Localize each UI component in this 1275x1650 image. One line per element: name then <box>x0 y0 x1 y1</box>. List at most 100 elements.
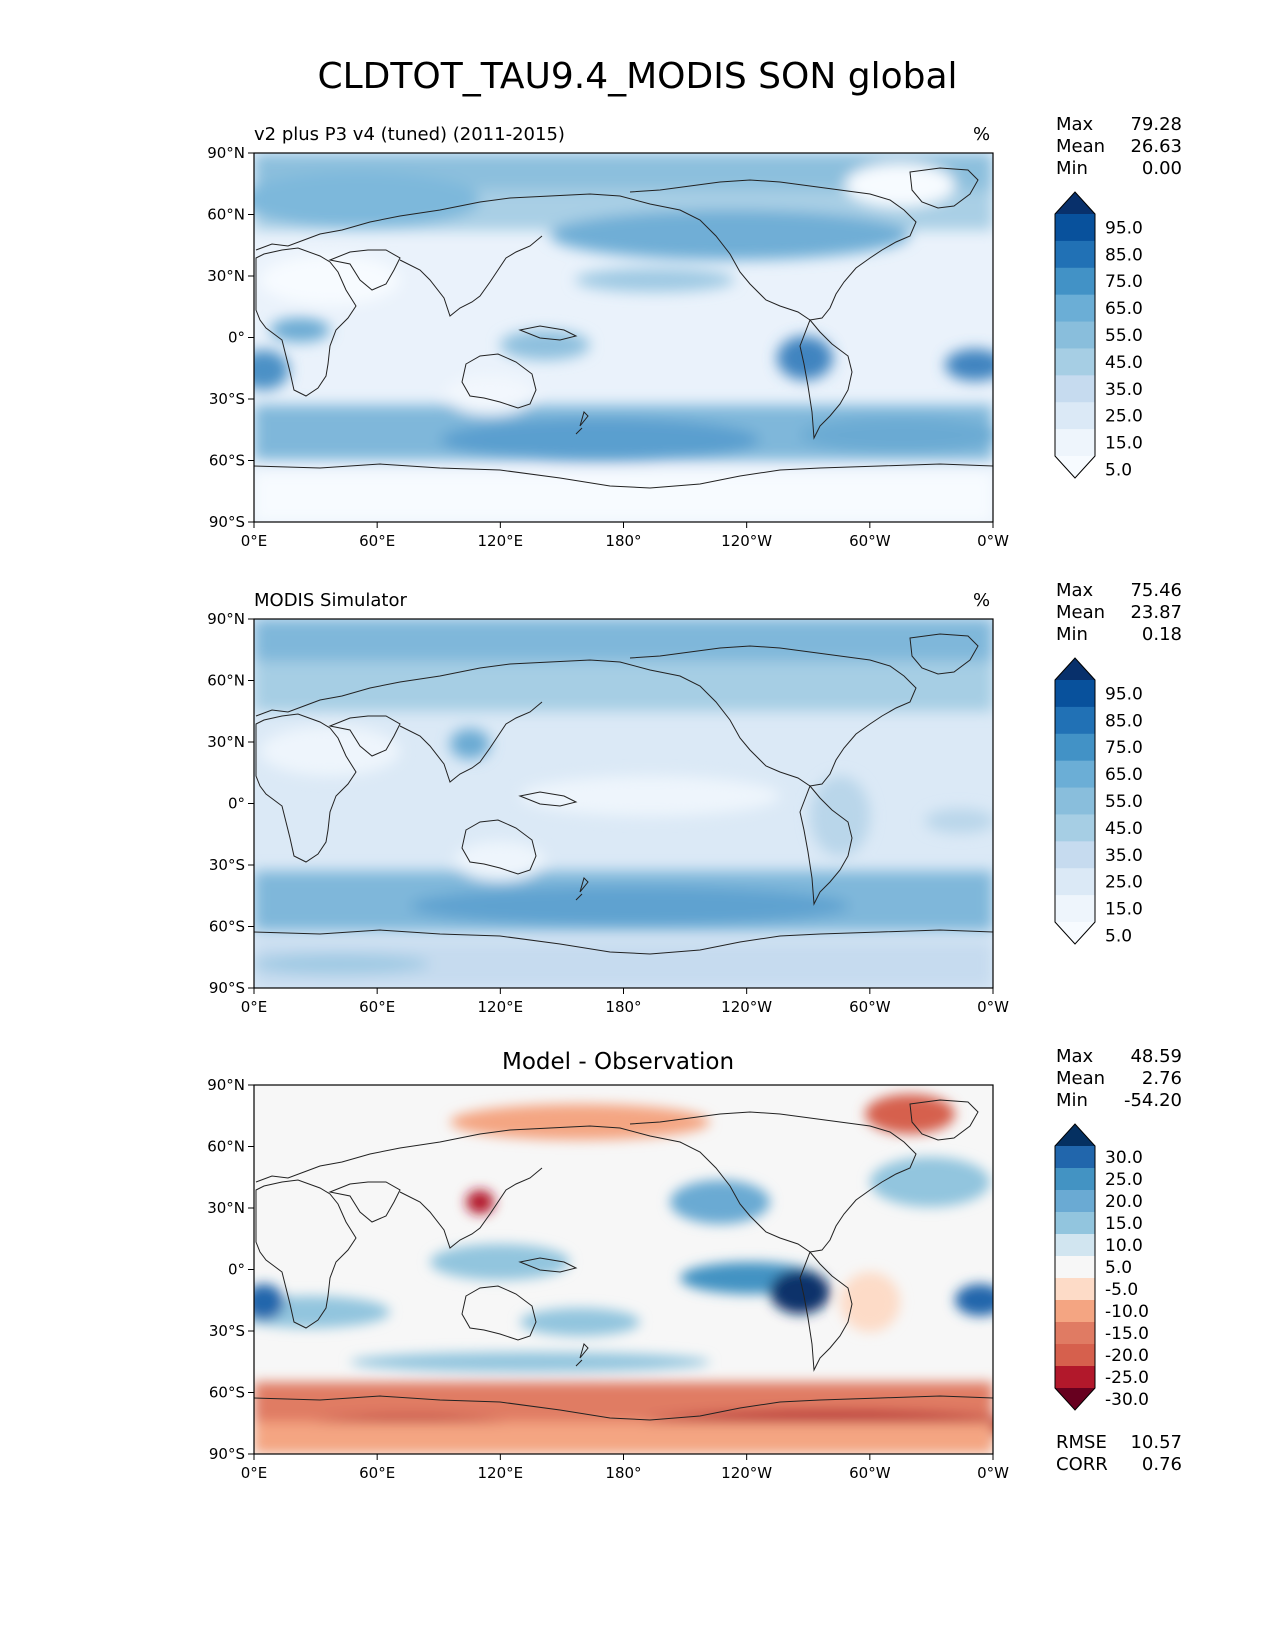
colorbar-segment <box>1055 402 1095 430</box>
lat-tick-label: 30°S <box>209 1322 245 1340</box>
colorbar-label: -25.0 <box>1105 1368 1149 1388</box>
colorbar-segment <box>1055 895 1095 923</box>
colorbar-segment <box>1055 294 1095 323</box>
colorbar-segment <box>1055 375 1095 403</box>
lon-tick-label: 120°E <box>478 1464 524 1482</box>
lat-tick-label: 90°S <box>209 979 245 997</box>
stat-value: 2.76 <box>1141 1068 1182 1089</box>
longitude-ticks: 0°E 60°E 120°E 180° 120°W 60°W 0°W <box>241 1454 1009 1482</box>
panel-1-stats: Max 79.28 Mean 26.63 Min 0.00 <box>1056 114 1182 180</box>
stat-value: 23.87 <box>1130 602 1182 623</box>
colorbar-label: 95.0 <box>1105 684 1143 704</box>
panel-2-subtitle: MODIS Simulator <box>254 590 407 611</box>
lat-tick-label: 60°N <box>207 206 245 224</box>
colorbar-segment <box>1055 348 1095 376</box>
lon-tick-label: 60°E <box>359 1464 395 1482</box>
lat-tick-label: 0° <box>228 795 245 813</box>
metric-value: 10.57 <box>1130 1432 1182 1453</box>
colorbar-segment <box>1055 1234 1095 1257</box>
panel-1-units: % <box>973 124 991 145</box>
lat-tick-label: 90°N <box>207 610 245 628</box>
colorbar-label: 15.0 <box>1105 900 1143 920</box>
colorbar-label: 25.0 <box>1105 407 1143 427</box>
lat-tick-label: 60°S <box>209 452 245 470</box>
stat-label: Max <box>1056 1046 1094 1067</box>
lon-tick-label: 120°W <box>721 1464 772 1482</box>
colorbar-label: -15.0 <box>1105 1324 1149 1344</box>
colorbar-label: 55.0 <box>1105 326 1143 346</box>
lat-tick-label: 30°S <box>209 856 245 874</box>
colorbar-label: 45.0 <box>1105 819 1143 839</box>
metric-label: CORR <box>1056 1454 1108 1475</box>
lat-tick-label: 30°N <box>207 267 245 285</box>
stat-label: Mean <box>1056 602 1106 623</box>
colorbar-extend-top <box>1055 192 1095 214</box>
lon-tick-label: 60°E <box>359 532 395 550</box>
latitude-ticks: 90°N 60°N 30°N 0° 30°S 60°S 90°S <box>207 1076 254 1463</box>
colorbar-label: 35.0 <box>1105 380 1143 400</box>
colorbar-label: -5.0 <box>1105 1280 1138 1300</box>
lon-tick-label: 120°E <box>478 998 524 1016</box>
stat-label: Max <box>1056 114 1094 135</box>
lat-tick-label: 30°N <box>207 1199 245 1217</box>
colorbar-segment <box>1055 1256 1095 1279</box>
colorbar-segment <box>1055 1344 1095 1367</box>
colorbar-outline <box>1054 657 1096 945</box>
lon-tick-label: 0°E <box>241 998 268 1016</box>
lon-tick-label: 60°W <box>849 998 891 1016</box>
panel-1-colorbar: 95.0 85.0 75.0 65.0 55.0 45.0 35.0 25.0 15.0 5.0 <box>1054 191 1143 480</box>
lon-tick-label: 0°E <box>241 1464 268 1482</box>
lon-tick-label: 180° <box>605 998 641 1016</box>
colorbar-segment <box>1055 240 1095 269</box>
stat-value: -54.20 <box>1123 1090 1182 1111</box>
latitude-ticks: 90°N 60°N 30°N 0° 30°S 60°S 90°S <box>207 610 254 997</box>
panel-3-title: Model - Observation <box>502 1049 735 1075</box>
colorbar-segment <box>1055 1322 1095 1345</box>
colorbar-segment <box>1055 680 1095 708</box>
colorbar-label: 20.0 <box>1105 1192 1143 1212</box>
stat-value: 26.63 <box>1130 136 1182 157</box>
lon-tick-label: 60°W <box>849 532 891 550</box>
colorbar-outline <box>1054 191 1096 479</box>
lon-tick-label: 60°W <box>849 1464 891 1482</box>
lon-tick-label: 120°E <box>478 532 524 550</box>
colorbar-extend-bottom <box>1055 922 1095 944</box>
longitude-ticks: 0°E 60°E 120°E 180° 120°W 60°W 0°W <box>241 522 1009 550</box>
colorbar-label: 5.0 <box>1105 1258 1132 1278</box>
colorbar-label: 25.0 <box>1105 873 1143 893</box>
lon-tick-label: 0°E <box>241 532 268 550</box>
longitude-ticks: 0°E 60°E 120°E 180° 120°W 60°W 0°W <box>241 988 1009 1016</box>
panel-1-map: 90°N 60°N 30°N 0° 30°S 60°S 90°S 0°E 60°E 120°E 1… <box>207 144 1009 550</box>
panel-2-units: % <box>973 590 991 611</box>
colorbar-segment <box>1055 1278 1095 1301</box>
colorbar-segment <box>1055 1366 1095 1389</box>
lat-tick-label: 90°S <box>209 513 245 531</box>
lat-tick-label: 60°N <box>207 1138 245 1156</box>
colorbar-label: -30.0 <box>1105 1390 1149 1410</box>
lat-tick-label: 90°S <box>209 1445 245 1463</box>
panel-3-colorbar: 30.025.020.015.010.05.0-5.0-10.0-15.0-20… <box>1054 1123 1149 1411</box>
lat-tick-label: 90°N <box>207 1076 245 1094</box>
colorbar-segment <box>1055 1168 1095 1191</box>
lat-tick-label: 0° <box>228 1261 245 1279</box>
stat-label: Mean <box>1056 136 1106 157</box>
panel-1-subtitle: v2 plus P3 v4 (tuned) (2011-2015) <box>254 124 565 145</box>
metric-value: 0.76 <box>1141 1454 1182 1475</box>
panel-2-stats: Max 75.46 Mean 23.87 Min 0.18 <box>1056 580 1182 646</box>
lat-tick-label: 30°N <box>207 733 245 751</box>
colorbar-label: 85.0 <box>1105 245 1143 265</box>
colorbar-segment <box>1055 706 1095 735</box>
lon-tick-label: 180° <box>605 532 641 550</box>
stat-value: 0.18 <box>1141 624 1182 645</box>
panel-2-map: 90°N 60°N 30°N 0° 30°S 60°S 90°S 0°E 60°E 120°E 1… <box>207 610 1009 1016</box>
colorbar-label: 25.0 <box>1105 1170 1143 1190</box>
colorbar-extend-bottom <box>1055 456 1095 478</box>
stat-label: Min <box>1056 624 1088 645</box>
colorbar-extend-bottom <box>1055 1388 1095 1410</box>
colorbar-label: 85.0 <box>1105 711 1143 731</box>
colorbar-label: 75.0 <box>1105 738 1143 758</box>
stat-value: 0.00 <box>1141 158 1182 179</box>
colorbar-label: 30.0 <box>1105 1148 1143 1168</box>
colorbar-label: -10.0 <box>1105 1302 1149 1322</box>
colorbar-label: -20.0 <box>1105 1346 1149 1366</box>
